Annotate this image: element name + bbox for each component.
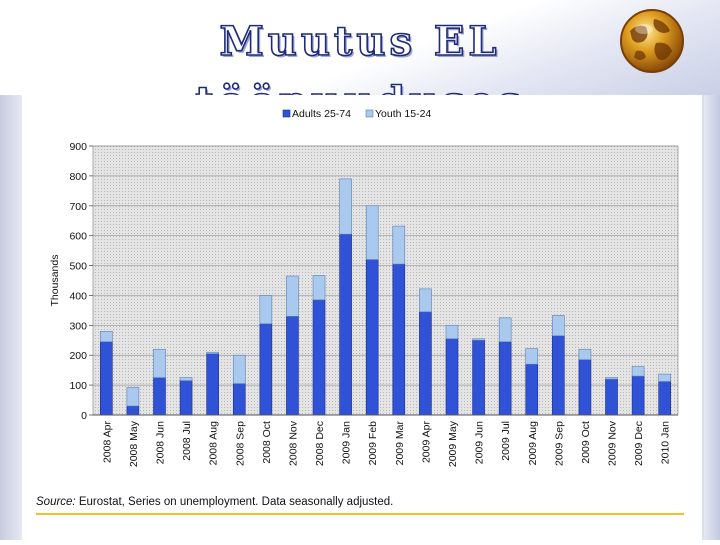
- x-tick-label: 2009 Oct: [580, 421, 592, 464]
- source-label: Source:: [36, 496, 76, 508]
- bar-adults: [578, 359, 592, 416]
- y-tick-label: 800: [69, 171, 87, 183]
- bar-youth: [392, 225, 406, 265]
- x-tick-label: 2009 Apr: [420, 421, 432, 464]
- bar-adults: [392, 263, 406, 416]
- bar-youth: [658, 373, 672, 382]
- bar-youth: [179, 377, 193, 381]
- bar-youth: [445, 325, 459, 340]
- y-tick-label: 0: [81, 410, 87, 422]
- source-text: Eurostat, Series on unemployment. Data s…: [78, 496, 394, 508]
- bar-youth: [578, 348, 592, 361]
- bar-adults: [605, 378, 618, 416]
- x-tick-label: 2008 Apr: [101, 421, 113, 464]
- source-underline: [36, 513, 684, 515]
- y-tick-label: 300: [69, 320, 87, 332]
- x-tick-label: 2009 Nov: [607, 420, 619, 466]
- y-axis-label: Thousands: [49, 255, 61, 307]
- y-tick-label: 400: [69, 290, 87, 302]
- bar-youth: [126, 387, 140, 407]
- right-decor-bar: [704, 95, 720, 540]
- y-tick-label: 900: [69, 141, 87, 153]
- x-tick-label: 2009 Sep: [553, 421, 565, 466]
- bar-adults: [472, 339, 485, 416]
- bar-youth: [286, 275, 299, 317]
- source-note: Source: Eurostat, Series on unemployment…: [36, 494, 676, 510]
- bar-youth: [339, 178, 352, 235]
- bar-adults: [100, 341, 113, 416]
- y-tick-label: 500: [69, 261, 87, 273]
- slide-title: Muutus EL tööpuuduses: [194, 17, 521, 126]
- x-tick-label: 2009 Dec: [633, 421, 645, 466]
- bar-youth: [605, 377, 618, 380]
- bar-adults: [631, 375, 645, 416]
- x-tick-label: 2009 Jul: [500, 421, 512, 461]
- bar-youth: [100, 331, 113, 343]
- bar-youth: [419, 288, 432, 313]
- unemployment-bar-chart: Adults 25-74 Youth 15-24 0 100 200 300 400 50…: [49, 108, 679, 467]
- legend-swatch-youth: [365, 109, 374, 118]
- bar-youth: [259, 295, 273, 325]
- x-axis: 2008 Apr 2008 May 2008 Jun 2008 Jul 2008 Aug…: [93, 414, 678, 467]
- x-tick-label: 2008 Sep: [234, 421, 246, 466]
- legend-swatch-adults: [282, 109, 291, 118]
- x-tick-label: 2009 Feb: [367, 421, 379, 466]
- y-tick-label: 700: [69, 201, 87, 213]
- bar-adults: [232, 383, 246, 416]
- bar-youth: [232, 354, 246, 384]
- x-tick-label: 2008 Aug: [208, 421, 220, 466]
- globe-icon: [616, 5, 688, 77]
- chart-legend: Adults 25-74 Youth 15-24: [282, 108, 431, 120]
- bar-youth: [206, 351, 219, 355]
- x-tick-label: 2008 Dec: [314, 421, 326, 466]
- bar-adults: [498, 341, 512, 416]
- bar-youth: [365, 205, 379, 260]
- bar-adults: [339, 233, 352, 416]
- y-tick-label: 100: [69, 380, 87, 392]
- bar-adults: [365, 259, 379, 416]
- x-tick-label: 2009 Jan: [341, 421, 353, 464]
- x-tick-label: 2009 May: [447, 420, 459, 467]
- y-tick-label: 200: [69, 350, 87, 362]
- y-axis: 0 100 200 300 400 500 600 700 800 900: [69, 141, 93, 422]
- bar-youth: [472, 338, 485, 341]
- x-tick-label: 2010 Jan: [660, 421, 672, 464]
- bar-youth: [525, 348, 539, 365]
- x-tick-label: 2008 Nov: [287, 420, 299, 466]
- chart-panel: Adults 25-74 Youth 15-24 0 100 200 300 400 50…: [26, 95, 702, 540]
- legend-label-youth: Youth 15-24: [375, 108, 431, 120]
- bar-series: [100, 178, 672, 416]
- legend-label-adults: Adults 25-74: [292, 108, 351, 120]
- bar-adults: [552, 335, 565, 416]
- bar-adults: [445, 338, 459, 416]
- bar-youth: [631, 366, 645, 377]
- x-tick-label: 2008 Jun: [154, 421, 166, 464]
- left-decor-bar: [0, 95, 22, 540]
- title-band: [0, 0, 720, 95]
- bar-adults: [419, 311, 432, 416]
- x-tick-label: 2008 May: [128, 420, 140, 467]
- bar-adults: [312, 299, 326, 416]
- bar-youth: [498, 317, 512, 343]
- bar-adults: [525, 363, 539, 416]
- x-tick-label: 2009 Aug: [527, 421, 539, 466]
- bar-youth: [153, 348, 166, 378]
- bar-adults: [286, 316, 299, 416]
- bar-adults: [153, 377, 166, 416]
- x-tick-label: 2009 Mar: [394, 420, 406, 465]
- x-tick-label: 2009 Jun: [474, 421, 486, 464]
- bar-adults: [259, 323, 273, 416]
- bar-youth: [312, 275, 326, 301]
- x-tick-label: 2008 Jul: [181, 421, 193, 461]
- bar-adults: [206, 353, 219, 416]
- bar-youth: [552, 315, 565, 337]
- x-tick-label: 2008 Oct: [261, 421, 273, 464]
- bar-adults: [179, 380, 193, 416]
- y-tick-label: 600: [69, 231, 87, 243]
- bar-adults: [658, 381, 672, 416]
- bar-adults: [126, 405, 140, 416]
